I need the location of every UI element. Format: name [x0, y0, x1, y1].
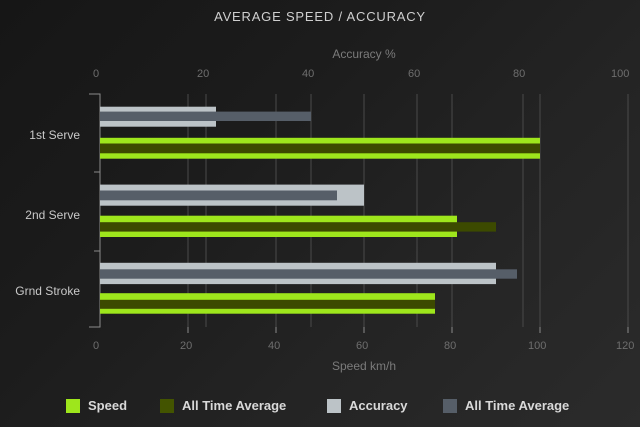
svg-text:0: 0 — [93, 68, 99, 80]
svg-text:1st Serve: 1st Serve — [29, 128, 80, 142]
svg-text:60: 60 — [408, 68, 420, 80]
svg-text:20: 20 — [180, 340, 192, 352]
svg-text:120: 120 — [616, 340, 634, 352]
svg-text:100: 100 — [611, 68, 629, 80]
svg-text:80: 80 — [444, 340, 456, 352]
svg-text:0: 0 — [93, 340, 99, 352]
svg-text:40: 40 — [268, 340, 280, 352]
svg-text:20: 20 — [197, 68, 209, 80]
svg-text:Accuracy %: Accuracy % — [332, 47, 396, 61]
svg-text:60: 60 — [356, 340, 368, 352]
svg-text:2nd Serve: 2nd Serve — [25, 208, 80, 222]
svg-text:100: 100 — [528, 340, 546, 352]
svg-text:80: 80 — [513, 68, 525, 80]
svg-text:Speed km/h: Speed km/h — [332, 359, 396, 373]
svg-text:Grnd Stroke: Grnd Stroke — [15, 284, 80, 298]
svg-text:40: 40 — [302, 68, 314, 80]
